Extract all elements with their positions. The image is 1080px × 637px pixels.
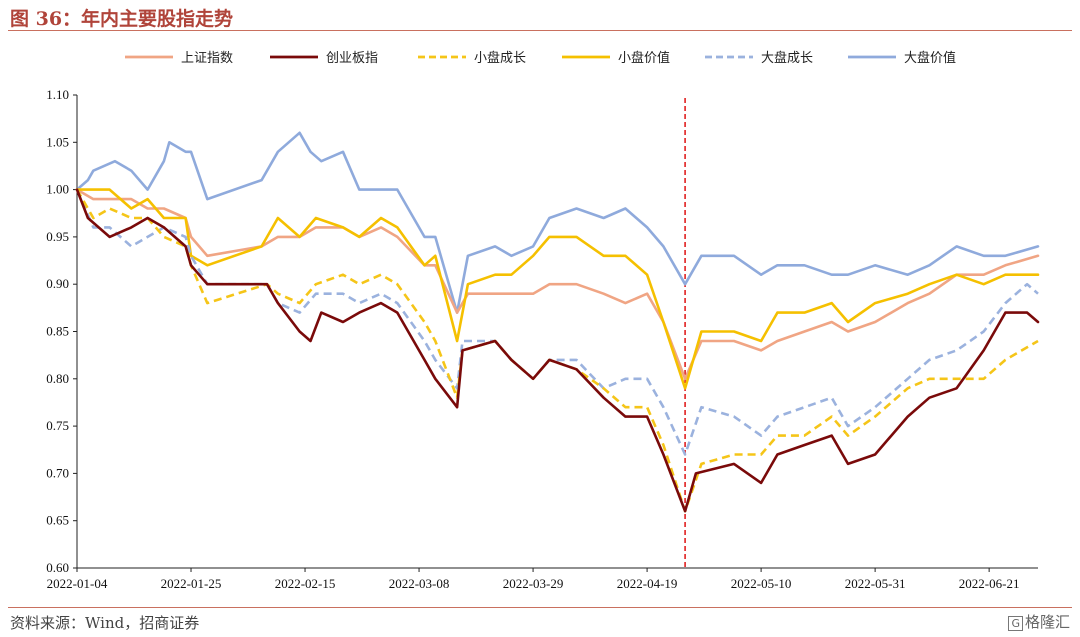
y-tick-label: 1.10 (46, 87, 69, 102)
x-tick-label: 2022-05-31 (845, 576, 906, 591)
series-large-cap-value (75, 131, 1040, 314)
series-large-cap-growth (75, 189, 1039, 456)
x-tick-label: 2022-01-25 (161, 576, 222, 591)
x-tick-label: 2022-03-29 (503, 576, 564, 591)
x-tick-label: 2022-04-19 (617, 576, 678, 591)
series-chinext (75, 188, 1040, 513)
legend-label: 大盘价值 (904, 50, 956, 66)
title-rule (8, 30, 1072, 31)
source-note: 资料来源：Wind，招商证券 (10, 614, 200, 632)
x-tick-label: 2022-05-10 (731, 576, 792, 591)
legend-label: 小盘成长 (474, 50, 526, 66)
legend-label: 大盘成长 (761, 50, 813, 66)
x-tick-label: 2022-01-04 (47, 576, 108, 591)
figure-title: 图 36：年内主要股指走势 (10, 8, 234, 30)
y-tick-label: 0.60 (46, 560, 69, 575)
y-tick-label: 0.90 (46, 276, 69, 291)
y-tick-label: 1.00 (46, 182, 69, 197)
legend-label: 小盘价值 (618, 50, 670, 66)
series-sse-composite (75, 188, 1040, 381)
x-tick-label: 2022-02-15 (275, 576, 336, 591)
y-tick-label: 1.05 (46, 134, 69, 149)
y-tick-label: 0.70 (46, 465, 69, 480)
y-tick-label: 0.95 (46, 229, 69, 244)
legend-label: 上证指数 (181, 51, 233, 66)
y-tick-label: 0.75 (46, 418, 69, 433)
logo-text: 格隆汇 (1024, 613, 1070, 631)
series-small-cap-value (75, 188, 1040, 390)
footer-rule (8, 607, 1072, 608)
legend-label: 创业板指 (326, 51, 378, 66)
x-tick-label: 2022-03-08 (389, 576, 450, 591)
logo-mark: G (1008, 616, 1023, 631)
y-tick-label: 0.85 (46, 324, 69, 339)
y-tick-label: 0.80 (46, 371, 69, 386)
y-tick-label: 0.65 (46, 513, 69, 528)
x-tick-label: 2022-06-21 (959, 576, 1020, 591)
watermark-logo: G 格隆汇 (1008, 611, 1070, 632)
